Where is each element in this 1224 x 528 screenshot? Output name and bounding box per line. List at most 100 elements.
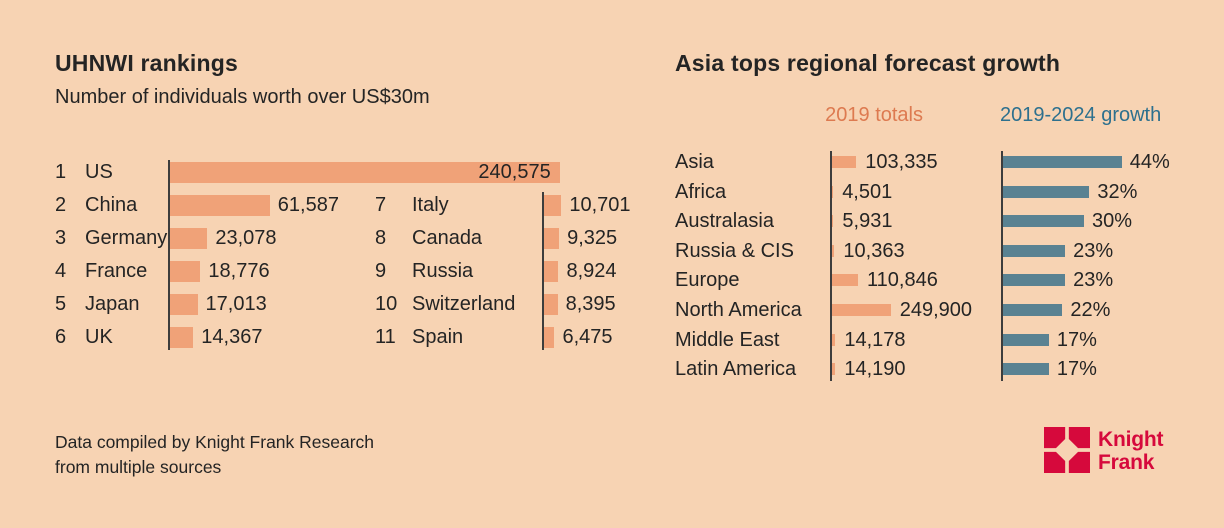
totals-value: 103,335 [865,151,938,173]
right-chart-axis-totals [830,151,832,381]
totals-bar [832,215,834,228]
totals-bar [832,185,834,198]
rank-label: 9 [375,260,387,282]
country-bar [170,327,194,348]
rank-label: 4 [55,260,67,282]
country-label: Switzerland [412,293,516,315]
rank-label: 3 [55,227,67,249]
country-bar [544,261,559,282]
country-value: 61,587 [277,194,339,216]
totals-bar [832,333,836,346]
country-value: 23,078 [215,227,277,249]
region-label: Middle East [675,328,780,351]
growth-bar [1003,333,1049,346]
totals-value: 4,501 [842,180,893,203]
rank-label: 5 [55,293,67,315]
totals-bar [832,363,836,376]
totals-value: 110,846 [867,269,938,292]
left-chart-axis-col1 [168,160,170,350]
country-label: Germany [85,227,168,249]
logo-text-knight: Knight [1098,428,1164,451]
rank-label: 1 [55,161,67,183]
uhnwi-chart-subtitle: Number of individuals worth over US$30m [55,86,430,108]
region-label: Europe [675,269,740,292]
country-label: Russia [412,260,474,282]
country-value: 240,575 [478,161,551,183]
growth-value: 30% [1092,210,1133,233]
growth-bar [1003,185,1090,198]
country-label: France [85,260,148,282]
rank-label: 8 [375,227,387,249]
growth-bar [1003,274,1066,287]
growth-value: 17% [1056,328,1097,351]
totals-bar [832,304,891,316]
region-label: Australasia [675,210,774,233]
country-label: Canada [412,227,483,249]
country-bar [544,195,562,216]
totals-value: 10,363 [843,239,905,262]
knight-frank-logo: Knight Frank [1044,427,1204,477]
growth-value: 32% [1097,180,1138,203]
growth-bar [1003,244,1066,257]
country-label: Italy [412,194,449,216]
growth-value: 17% [1056,358,1097,381]
knight-frank-logo-mark-icon [1044,427,1090,473]
growth-value: 22% [1070,299,1111,321]
right-chart-axis-growth [1001,151,1003,381]
growth-bar [1003,363,1049,376]
growth-column-header: 2019-2024 growth [1000,104,1162,126]
totals-value: 14,178 [844,328,906,351]
region-label: Africa [675,180,727,203]
growth-bar [1003,304,1063,316]
regional-growth-chart-title: Asia tops regional forecast growth [675,50,1061,76]
country-label: China [85,194,138,216]
source-note-line1: Data compiled by Knight Frank Research [55,432,375,452]
country-bar [170,294,198,315]
country-value: 14,367 [201,326,263,348]
country-bar [544,294,558,315]
totals-bar [832,244,835,257]
growth-value: 44% [1129,151,1170,173]
country-value: 17,013 [205,293,267,315]
growth-bar [1003,215,1084,228]
growth-value: 23% [1073,239,1114,262]
left-chart-axis-col2 [542,192,544,350]
rank-label: 6 [55,326,67,348]
rank-label: 10 [375,293,398,315]
region-label: North America [675,299,802,321]
country-value: 8,395 [565,293,616,315]
totals-bar [832,274,859,287]
country-label: Japan [85,293,140,315]
totals-column-header: 2019 totals [825,104,923,126]
uhnwi-chart-title: UHNWI rankings [55,50,238,76]
totals-value: 14,190 [844,358,906,381]
growth-value: 23% [1073,269,1114,292]
country-bar [170,195,270,216]
country-value: 8,924 [566,260,617,282]
growth-bar [1003,156,1122,168]
source-note-line2: from multiple sources [55,457,222,477]
country-bar [544,327,555,348]
country-label: UK [85,326,113,348]
country-value: 18,776 [208,260,270,282]
totals-value: 249,900 [899,299,973,321]
totals-value: 5,931 [842,210,893,233]
region-label: Russia & CIS [675,239,794,262]
logo-text-frank: Frank [1098,451,1155,474]
region-label: Latin America [675,358,797,381]
country-bar [170,162,560,183]
rank-label: 2 [55,194,67,216]
country-label: US [85,161,113,183]
country-value: 6,475 [562,326,613,348]
source-note: Data compiled by Knight Frank Research f… [55,430,374,480]
totals-bar [832,156,857,168]
country-bar [170,261,201,282]
country-value: 10,701 [569,194,631,216]
rank-label: 7 [375,194,387,216]
knight-frank-wordmark: Knight Frank [1098,428,1163,474]
country-label: Spain [412,326,464,348]
country-bar [170,228,208,249]
